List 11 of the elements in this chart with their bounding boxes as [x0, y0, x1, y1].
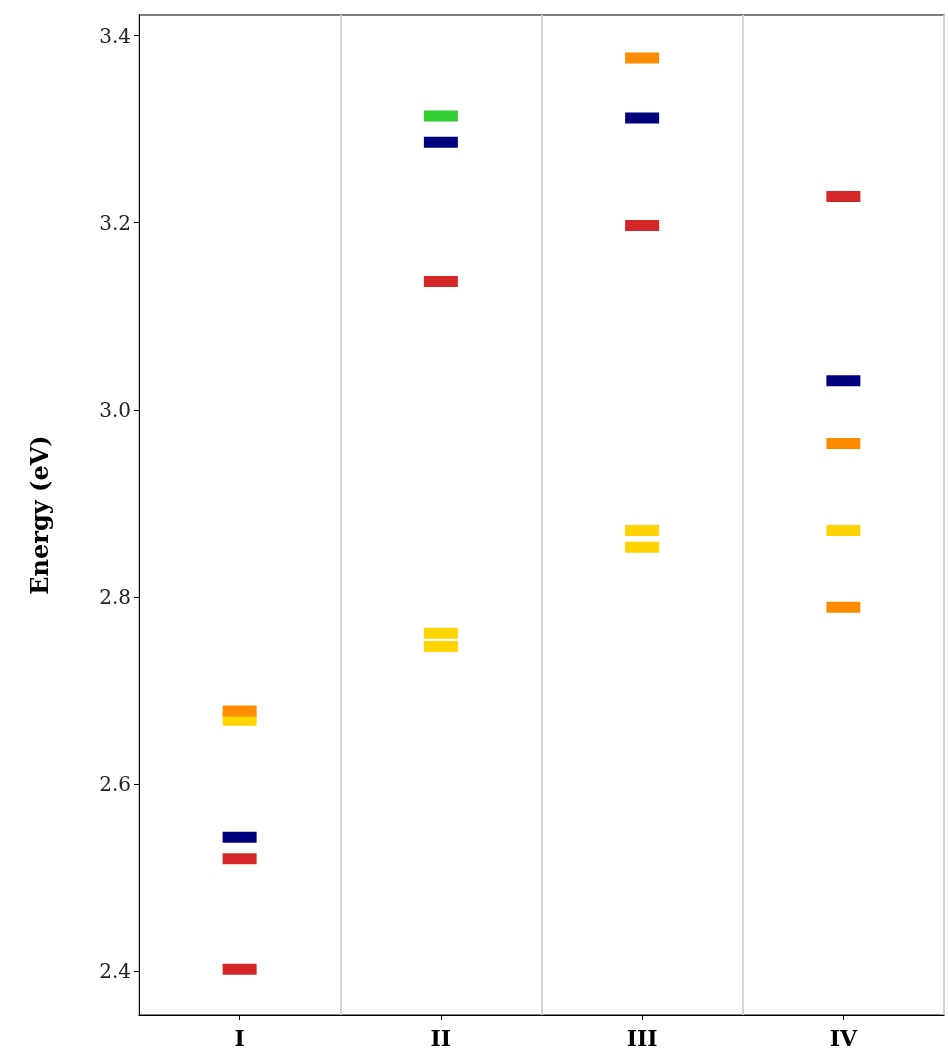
y-tick-label: 3.4	[99, 23, 131, 48]
y-tick-label: 3.0	[99, 397, 131, 422]
x-tick-label: III	[626, 1025, 658, 1051]
x-tick-label: II	[430, 1025, 452, 1051]
y-tick-label: 2.4	[99, 959, 131, 984]
y-tick-label: 2.6	[99, 771, 131, 796]
x-tick-label: IV	[829, 1025, 858, 1051]
x-tick-label: I	[234, 1025, 245, 1051]
y-tick-label: 2.8	[99, 584, 131, 609]
y-tick-label: 3.2	[99, 210, 131, 235]
y-axis-title: Energy (eV)	[24, 435, 54, 595]
